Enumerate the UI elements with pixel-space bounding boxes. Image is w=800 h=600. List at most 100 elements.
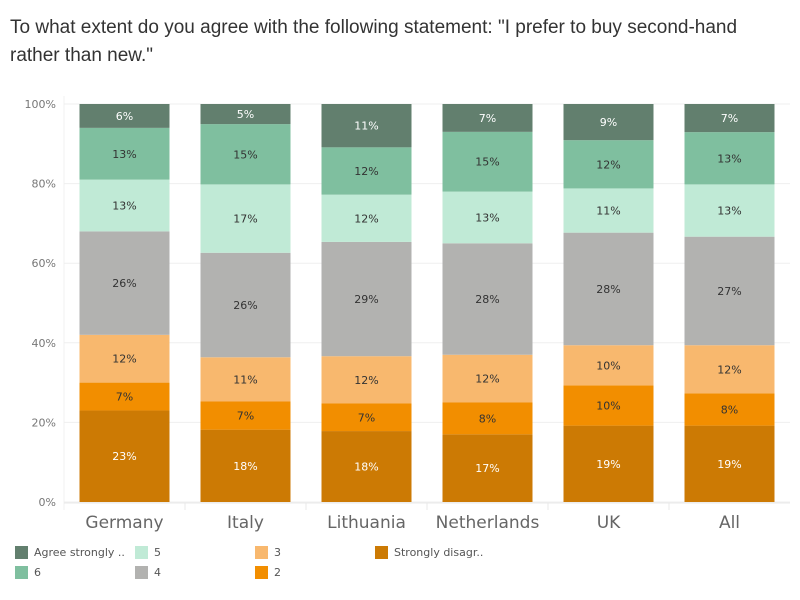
bar-segment bbox=[321, 403, 412, 432]
legend-item-5[interactable]: 5 bbox=[135, 546, 161, 559]
bar-segment bbox=[200, 401, 291, 430]
bar-segment bbox=[321, 194, 412, 242]
bar-segment bbox=[563, 385, 654, 426]
data-label: 10% bbox=[596, 400, 620, 413]
bar-segment bbox=[442, 434, 533, 502]
data-label: 28% bbox=[475, 293, 499, 306]
legend-item-agree-strongly[interactable]: Agree strongly .. bbox=[15, 546, 125, 559]
data-label: 26% bbox=[233, 299, 257, 312]
data-label: 11% bbox=[233, 373, 257, 386]
x-tick-label: UK bbox=[597, 513, 621, 533]
stacked-bar-chart: 0% 20% 40% 60% 80% 100% 23% 7% 12% 26% 13% 13% 6% Ger… bbox=[25, 96, 790, 533]
bar-segment bbox=[442, 354, 533, 403]
data-label: 18% bbox=[233, 460, 257, 473]
data-label: 12% bbox=[354, 165, 378, 178]
bar-segment bbox=[200, 252, 291, 358]
data-label: 23% bbox=[112, 450, 136, 463]
data-label: 12% bbox=[354, 374, 378, 387]
bar-segment bbox=[684, 393, 775, 426]
bar-segment bbox=[442, 104, 533, 132]
bar-segment bbox=[684, 345, 775, 394]
data-label: 9% bbox=[600, 116, 617, 129]
data-label: 12% bbox=[354, 212, 378, 225]
data-label: 12% bbox=[475, 373, 499, 386]
data-label: 7% bbox=[479, 112, 496, 125]
bar-segment bbox=[79, 410, 170, 502]
data-label: 12% bbox=[596, 158, 620, 171]
bar-segment bbox=[79, 231, 170, 335]
legend-item-3[interactable]: 3 bbox=[255, 546, 281, 559]
bar-segment bbox=[563, 188, 654, 233]
data-label: 17% bbox=[233, 213, 257, 226]
chart-title: To what extent do you agree with the fol… bbox=[10, 17, 738, 66]
data-label: 7% bbox=[116, 391, 133, 404]
y-tick-label: 100% bbox=[25, 98, 56, 111]
data-label: 12% bbox=[717, 363, 741, 376]
x-tick-label: All bbox=[719, 513, 740, 533]
data-label: 28% bbox=[596, 283, 620, 296]
y-tick-label: 20% bbox=[32, 416, 56, 429]
data-label: 8% bbox=[479, 412, 496, 425]
bar-segment bbox=[79, 382, 170, 411]
bar-segment bbox=[684, 236, 775, 346]
x-tick-label: Italy bbox=[227, 513, 264, 533]
legend-label: 4 bbox=[154, 566, 161, 579]
data-label: 8% bbox=[721, 404, 738, 417]
bar-segment bbox=[442, 131, 533, 192]
legend-item-6[interactable]: 6 bbox=[15, 566, 41, 579]
data-label: 7% bbox=[237, 410, 254, 423]
data-label: 27% bbox=[717, 285, 741, 298]
x-tick-label: Netherlands bbox=[436, 513, 540, 533]
data-label: 7% bbox=[358, 411, 375, 424]
y-tick-label: 60% bbox=[32, 257, 56, 270]
legend-swatch bbox=[135, 546, 148, 559]
legend-label: 3 bbox=[274, 546, 281, 559]
bar-segment bbox=[684, 425, 775, 502]
bar-segment bbox=[563, 140, 654, 189]
data-label: 13% bbox=[475, 211, 499, 224]
data-label: 29% bbox=[354, 293, 378, 306]
data-label: 5% bbox=[237, 108, 254, 121]
legend-item-2[interactable]: 2 bbox=[255, 566, 281, 579]
bar-segment bbox=[321, 356, 412, 404]
data-label: 7% bbox=[721, 112, 738, 125]
data-label: 13% bbox=[112, 148, 136, 161]
data-label: 6% bbox=[116, 110, 133, 123]
bar-segment bbox=[79, 179, 170, 232]
bar-segment bbox=[442, 402, 533, 435]
data-label: 26% bbox=[112, 277, 136, 290]
data-label: 15% bbox=[475, 156, 499, 169]
bar-segment bbox=[684, 104, 775, 133]
bar-segment bbox=[79, 334, 170, 383]
y-tick-label: 40% bbox=[32, 337, 56, 350]
bar-segment bbox=[79, 104, 170, 128]
y-tick-label: 80% bbox=[32, 178, 56, 191]
bar-segment bbox=[200, 124, 291, 185]
legend-swatch bbox=[255, 546, 268, 559]
bar-segment bbox=[79, 127, 170, 180]
legend-label: Strongly disagr.. bbox=[394, 546, 484, 559]
bar-segment bbox=[684, 184, 775, 237]
bar-segment bbox=[321, 104, 412, 148]
y-tick-label: 0% bbox=[39, 496, 56, 509]
legend-item-4[interactable]: 4 bbox=[135, 566, 161, 579]
bar-segment bbox=[200, 429, 291, 502]
data-label: 19% bbox=[717, 458, 741, 471]
data-label: 13% bbox=[112, 199, 136, 212]
legend: Agree strongly .. 6 5 4 3 2 Strongly dis… bbox=[0, 540, 800, 600]
bar-segment bbox=[200, 357, 291, 402]
bar-segment bbox=[200, 104, 291, 125]
bar-segment bbox=[684, 132, 775, 185]
data-label: 10% bbox=[596, 359, 620, 372]
data-label: 19% bbox=[596, 458, 620, 471]
x-tick-label: Lithuania bbox=[327, 513, 406, 533]
bar-segment bbox=[321, 241, 412, 357]
data-label: 18% bbox=[354, 461, 378, 474]
data-label: 11% bbox=[354, 120, 378, 133]
legend-item-strongly-disagree[interactable]: Strongly disagr.. bbox=[375, 546, 483, 559]
bar-segment bbox=[200, 184, 291, 253]
data-label: 15% bbox=[233, 148, 257, 161]
legend-swatch bbox=[135, 566, 148, 579]
bar-segment bbox=[442, 191, 533, 244]
data-label: 17% bbox=[475, 462, 499, 475]
